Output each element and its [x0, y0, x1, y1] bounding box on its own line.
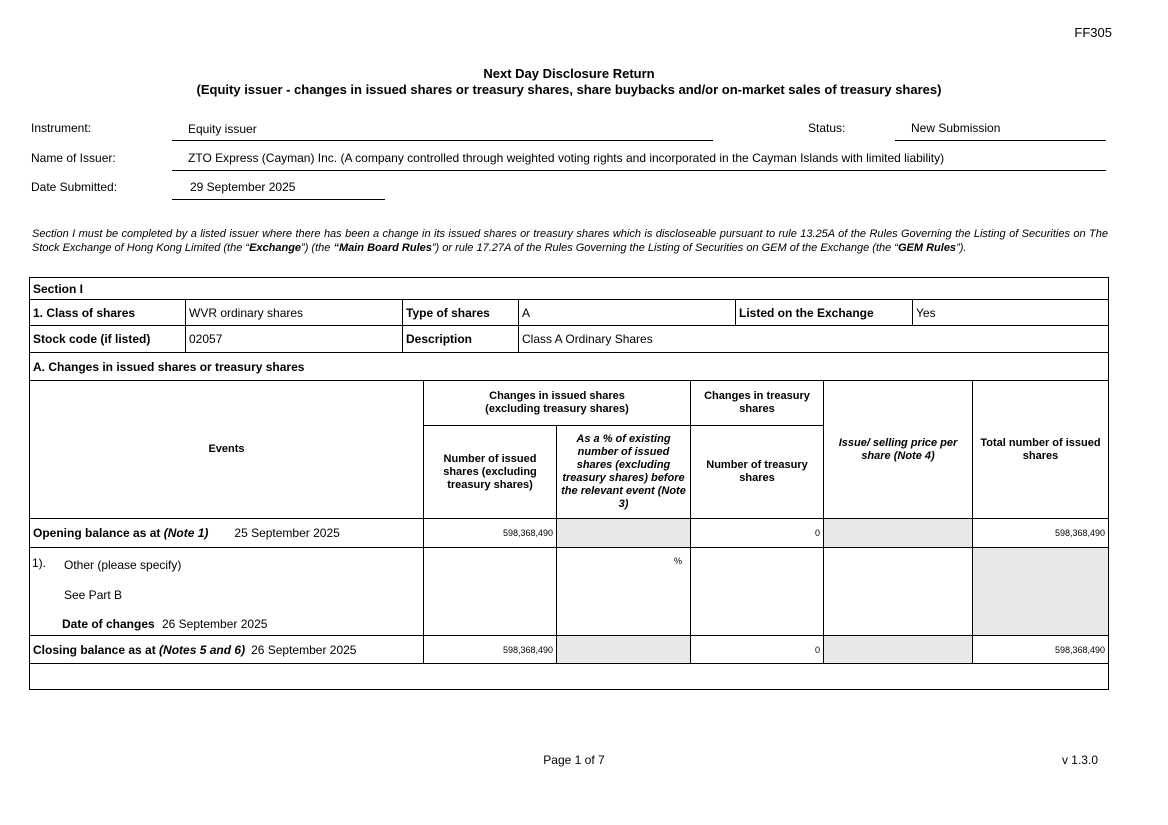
event-type: Other (please specify) [64, 558, 182, 572]
listed-label: Listed on the Exchange [735, 299, 913, 326]
page-title: Next Day Disclosure Return [483, 66, 655, 81]
col-price: Issue/ selling price per share (Note 4) [823, 380, 973, 519]
closing-total: 598,368,490 [972, 635, 1109, 664]
event-spec: See Part B [64, 588, 123, 602]
type-label: Type of shares [402, 299, 519, 326]
version: v 1.3.0 [1061, 753, 1098, 767]
code-label: Stock code (if listed) [29, 325, 186, 353]
col-events: Events [29, 380, 424, 519]
closing-treasury: 0 [690, 635, 824, 664]
group-issued: Changes in issued shares (excluding trea… [423, 380, 691, 426]
date-label: Date Submitted: [31, 180, 118, 194]
listed-value: Yes [912, 299, 1109, 326]
event-total [972, 547, 1109, 636]
closing-label: Closing balance as at (Notes 5 and 6) 26 … [29, 635, 424, 664]
event-row: 1). Other (please specify) See Part B Da… [29, 547, 424, 636]
page-number: Page 1 of 7 [543, 753, 605, 767]
status-label: Status: [808, 121, 846, 135]
section-title: Section I [29, 277, 1109, 300]
col-issued: Number of issued shares (excluding treas… [423, 425, 557, 519]
event-treasury[interactable] [690, 547, 824, 636]
closing-price [823, 635, 973, 664]
intro-text: Section I must be completed by a listed … [32, 228, 1108, 254]
issuer-label: Name of Issuer: [31, 151, 116, 165]
instrument-value: Equity issuer [188, 122, 257, 136]
issuer-value: ZTO Express (Cayman) Inc. (A company con… [188, 151, 945, 165]
col-total: Total number of issued shares [972, 380, 1109, 519]
date-value: 29 September 2025 [190, 180, 296, 194]
form-code: FF305 [1074, 25, 1112, 40]
col-pct: As a % of existing number of issued shar… [556, 425, 691, 519]
group-treasury: Changes in treasury shares [690, 380, 824, 426]
status-value: New Submission [911, 121, 1001, 135]
opening-issued: 598,368,490 [423, 518, 557, 548]
closing-issued: 598,368,490 [423, 635, 557, 664]
code-value: 02057 [185, 325, 403, 353]
event-date: 26 September 2025 [162, 617, 268, 631]
event-issued[interactable] [423, 547, 557, 636]
class-value: WVR ordinary shares [185, 299, 403, 326]
blank-row [29, 663, 1109, 690]
opening-label: Opening balance as at (Note 1) 25 Septemb… [29, 518, 424, 548]
opening-pct [556, 518, 691, 548]
part-a-title: A. Changes in issued shares or treasury … [29, 352, 1109, 381]
opening-total: 598,368,490 [972, 518, 1109, 548]
instrument-label: Instrument: [31, 121, 92, 135]
col-treasury: Number of treasury shares [690, 425, 824, 519]
closing-pct [556, 635, 691, 664]
opening-treasury: 0 [690, 518, 824, 548]
event-price[interactable] [823, 547, 973, 636]
opening-price [823, 518, 973, 548]
page-subtitle: (Equity issuer - changes in issued share… [196, 82, 942, 97]
event-number: 1). [32, 556, 47, 570]
desc-label: Description [402, 325, 519, 353]
event-pct[interactable]: % [556, 547, 691, 636]
class-label: 1. Class of shares [29, 299, 186, 326]
event-date-label: Date of changes [62, 617, 155, 631]
type-value: A [518, 299, 736, 326]
desc-value: Class A Ordinary Shares [518, 325, 1109, 353]
